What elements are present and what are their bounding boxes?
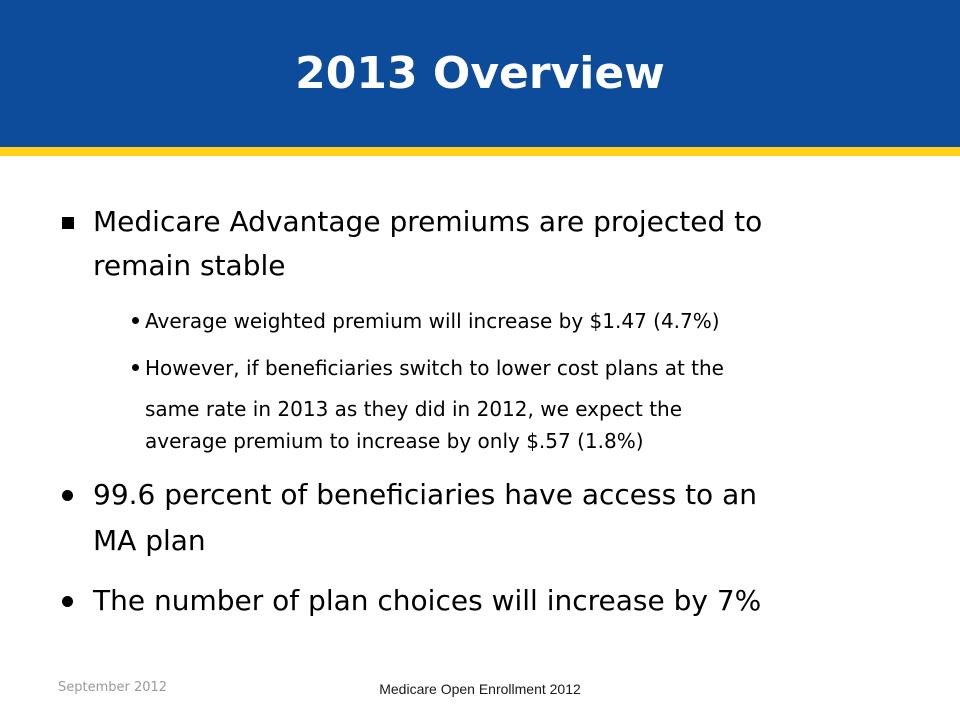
bullet-1-line-2: remain stable [93, 249, 286, 282]
sub-bullet-dot-icon [132, 364, 139, 371]
bullet-2-line-1: 99.6 percent of beneficiaries have acces… [93, 478, 757, 511]
bullet-1-line-1: Medicare Advantage premiums are projecte… [93, 205, 763, 238]
sub-bullet-2-line-1: However, if beneficiaries switch to lowe… [145, 356, 724, 380]
square-bullet-icon [62, 217, 74, 229]
title-banner [0, 0, 960, 147]
footer-title: Medicare Open Enrollment 2012 [379, 681, 581, 697]
round-bullet-icon [62, 490, 73, 501]
slide-title: 2013 Overview [295, 48, 665, 99]
round-bullet-icon [62, 596, 73, 607]
bullet-3-line-1: The number of plan choices will increase… [93, 584, 762, 617]
sub-bullet-1-line-1: Average weighted premium will increase b… [145, 309, 720, 333]
title-banner-accent-stripe [0, 147, 960, 156]
footer-date: September 2012 [58, 680, 168, 695]
sub-bullet-dot-icon [132, 317, 139, 324]
sub-bullet-2-line-2: same rate in 2013 as they did in 2012, w… [145, 397, 683, 421]
bullet-2-line-2: MA plan [93, 524, 206, 557]
sub-bullet-2-line-3: average premium to increase by only $.57… [145, 429, 644, 453]
